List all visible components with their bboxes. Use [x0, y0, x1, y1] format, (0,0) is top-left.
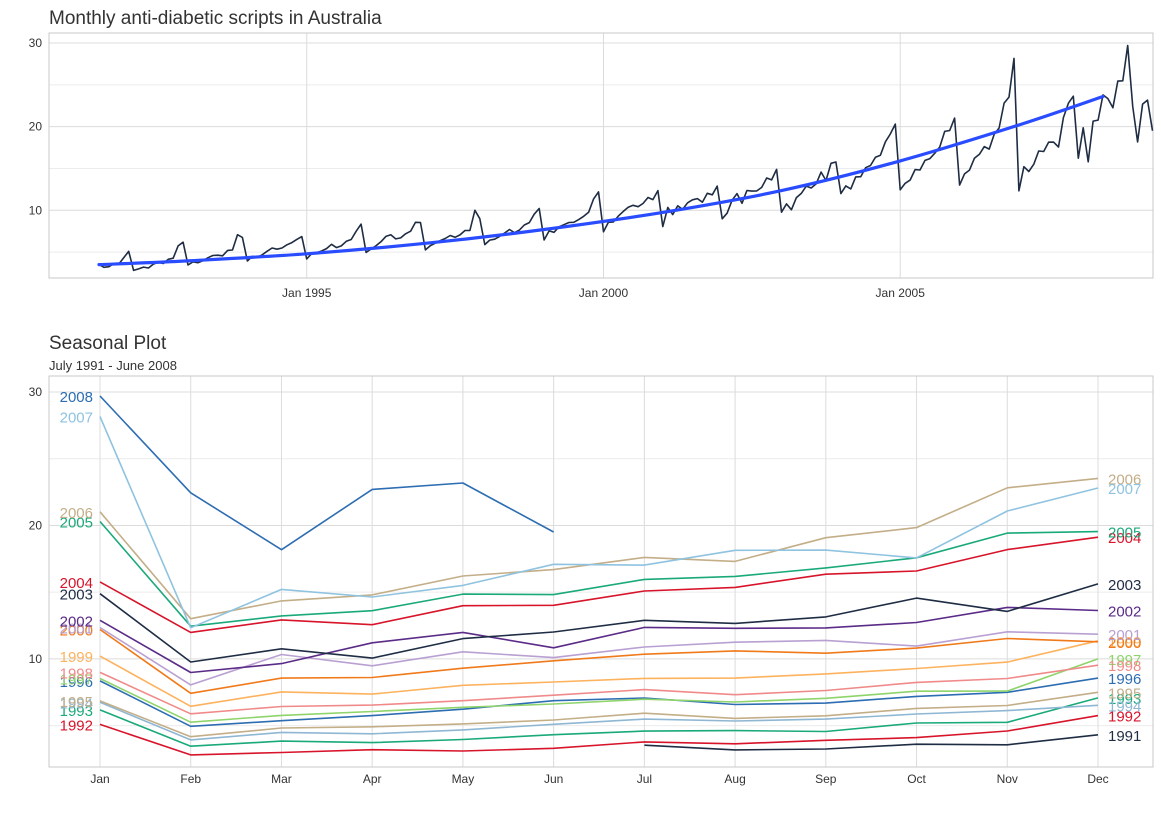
timeseries-gridlines	[48, 32, 1154, 279]
timeseries-title: Monthly anti-diabetic scripts in Austral…	[49, 8, 382, 29]
year-label-right-1993: 1993	[1108, 691, 1141, 708]
seasonal-line-2008	[99, 395, 554, 551]
seasonal-line-1998	[99, 664, 1099, 715]
seasonal-panel: Seasonal Plot July 1991 - June 2008 10 20…	[29, 333, 1154, 786]
seasonal-y-tick-label: 30	[29, 385, 43, 399]
year-label-right-1996: 1996	[1108, 671, 1141, 688]
year-label-left-2000: 2000	[60, 623, 93, 640]
seasonal-line-1996	[99, 677, 1099, 728]
series-line-trend	[97, 94, 1105, 267]
year-label-right-2003: 2003	[1108, 577, 1141, 594]
year-label-right-1995: 1995	[1108, 685, 1141, 702]
year-label-right-2007: 2007	[1108, 481, 1141, 498]
timeseries-y-tick-label: 10	[29, 203, 43, 217]
year-label-left-1993: 1993	[60, 703, 93, 720]
seasonal-line-1999	[99, 640, 1099, 708]
seasonal-x-tick-label: Feb	[180, 772, 201, 786]
seasonal-x-tick-label: Mar	[271, 772, 292, 786]
year-label-left-1992: 1992	[60, 717, 93, 734]
seasonal-line-2005	[99, 520, 1099, 627]
timeseries-x-tick-label: Jan 2000	[579, 286, 629, 300]
year-label-left-2002: 2002	[60, 613, 93, 630]
year-label-left-1994: 1994	[60, 695, 93, 712]
year-label-right-1997: 1997	[1108, 652, 1141, 669]
timeseries-y-tick-label: 20	[29, 120, 43, 134]
year-label-right-1994: 1994	[1108, 698, 1141, 715]
seasonal-x-tick-label: Oct	[907, 772, 926, 786]
seasonal-x-tick-label: Aug	[724, 772, 745, 786]
seasonal-axes: 10 20 30 Jan Feb Mar Apr May Jun Jul Aug Sep Oct Nov D…	[29, 385, 1109, 786]
seasonal-x-tick-label: Dec	[1087, 772, 1108, 786]
seasonal-y-tick-label: 10	[29, 652, 43, 666]
year-label-right-2004: 2004	[1108, 530, 1141, 547]
year-label-left-1997: 1997	[60, 672, 93, 689]
seasonal-gridlines	[48, 375, 1154, 768]
timeseries-frame	[48, 32, 1154, 279]
year-label-left-2007: 2007	[60, 410, 93, 427]
year-label-left-2003: 2003	[60, 587, 93, 604]
seasonal-line-1992	[99, 714, 1099, 756]
timeseries-y-tick-label: 30	[29, 36, 43, 50]
timeseries-lines	[97, 44, 1154, 272]
seasonal-x-tick-label: May	[452, 772, 475, 786]
seasonal-line-2003	[99, 583, 1099, 663]
series-line-scripts	[98, 44, 1154, 272]
seasonal-line-1995	[99, 691, 1099, 738]
seasonal-y-tick-label: 20	[29, 518, 43, 532]
seasonal-line-1991	[644, 734, 1099, 751]
timeseries-axes: 10 20 30 Jan 1995 Jan 2000 Jan 2005	[29, 36, 926, 300]
seasonal-subtitle: July 1991 - June 2008	[49, 358, 177, 373]
year-label-left-1996: 1996	[60, 674, 93, 691]
year-label-left-2004: 2004	[60, 575, 93, 592]
year-label-left-2006: 2006	[60, 505, 93, 522]
seasonal-line-2002	[99, 606, 1099, 674]
year-label-right-2006: 2006	[1108, 471, 1141, 488]
seasonal-line-2000	[99, 628, 1099, 695]
timeseries-panel: Monthly anti-diabetic scripts in Austral…	[29, 8, 1154, 300]
year-label-right-1999: 1999	[1108, 634, 1141, 651]
year-label-left-1999: 1999	[60, 649, 93, 666]
seasonal-line-1997	[99, 658, 1099, 723]
seasonal-x-tick-label: Jan	[90, 772, 109, 786]
year-label-left-1995: 1995	[60, 694, 93, 711]
year-label-right-2005: 2005	[1108, 525, 1141, 542]
seasonal-x-tick-label: Apr	[363, 772, 382, 786]
timeseries-x-tick-label: Jan 2005	[876, 286, 926, 300]
seasonal-x-tick-label: Nov	[997, 772, 1018, 786]
year-label-right-2000: 2000	[1108, 635, 1141, 652]
seasonal-line-2007	[99, 416, 1099, 629]
year-label-left-1998: 1998	[60, 665, 93, 682]
seasonal-x-tick-label: Sep	[815, 772, 837, 786]
seasonal-line-2004	[99, 536, 1099, 634]
year-label-right-2002: 2002	[1108, 603, 1141, 620]
year-label-left-2001: 2001	[60, 621, 93, 638]
seasonal-lines	[99, 395, 1099, 756]
seasonal-line-1994	[99, 701, 1099, 741]
seasonal-x-tick-label: Jun	[544, 772, 563, 786]
seasonal-frame	[48, 375, 1154, 768]
seasonal-line-2006	[99, 477, 1099, 620]
seasonal-line-2001	[99, 626, 1099, 686]
year-label-left-2005: 2005	[60, 514, 93, 531]
year-label-left-2008: 2008	[60, 389, 93, 406]
year-label-right-1998: 1998	[1108, 658, 1141, 675]
year-label-right-1991: 1991	[1108, 728, 1141, 745]
seasonal-x-tick-label: Jul	[637, 772, 652, 786]
year-label-right-2001: 2001	[1108, 627, 1141, 644]
timeseries-x-tick-label: Jan 1995	[282, 286, 332, 300]
seasonal-line-1993	[99, 697, 1099, 747]
seasonal-title: Seasonal Plot	[49, 333, 167, 354]
year-label-right-1992: 1992	[1108, 709, 1141, 726]
